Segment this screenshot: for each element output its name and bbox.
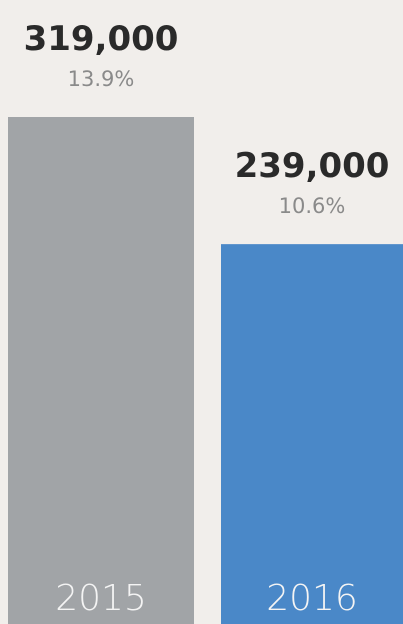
bar (221, 244, 403, 624)
category-label: 2016 (266, 578, 358, 619)
value-label: 239,000 (235, 146, 390, 186)
percent-label: 10.6% (279, 194, 346, 218)
percent-label: 13.9% (68, 67, 135, 91)
category-label: 2015 (55, 578, 147, 619)
value-label: 319,000 (24, 19, 179, 59)
bar (8, 117, 194, 624)
